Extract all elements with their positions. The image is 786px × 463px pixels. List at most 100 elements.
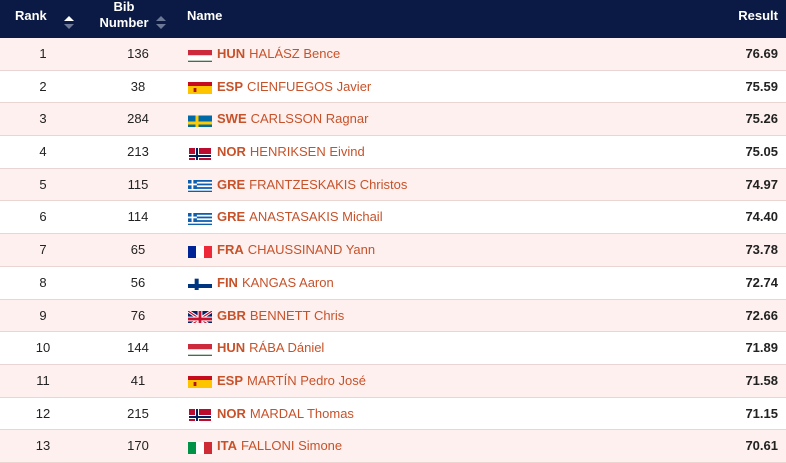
- country-code-link[interactable]: GBR: [217, 307, 246, 323]
- athlete-cell: NOR MARDAL Thomas: [188, 398, 354, 429]
- table-row: 4 213 NOR HENRIKSEN Eivind 75.05: [0, 136, 786, 169]
- rank-cell: 10: [35, 340, 51, 356]
- athlete-name-link[interactable]: FALLONI Simone: [240, 438, 343, 454]
- result-cell: 76.69: [745, 46, 778, 61]
- bib-cell: 115: [127, 176, 149, 192]
- result-cell: 71.89: [745, 340, 778, 356]
- athlete-name-link[interactable]: ANASTASAKIS Michail: [249, 209, 383, 225]
- athlete-name-link[interactable]: FRANTZESKAKIS Christos: [249, 176, 408, 192]
- table-row: 6 114 GRE ANASTASAKIS Michail 74.40: [0, 201, 786, 235]
- country-code-link[interactable]: ESP: [217, 372, 244, 388]
- athlete-name-link[interactable]: CARLSSON Ragnar: [250, 111, 369, 127]
- rank-cell: 6: [39, 209, 47, 225]
- norway-flag-icon: [188, 405, 212, 422]
- rank-cell: 13: [35, 438, 51, 454]
- result-cell: 71.15: [745, 405, 778, 421]
- table-row: 8 56 FIN KANGAS Aaron 72.74: [0, 266, 786, 300]
- athlete-cell: NOR HENRIKSEN Eivind: [188, 136, 365, 167]
- table-row: 5 115 GRE FRANTZESKAKIS Christos 74.97: [0, 168, 786, 202]
- athlete-name-link[interactable]: KANGAS Aaron: [241, 274, 334, 290]
- rank-cell: 8: [39, 274, 47, 290]
- country-code-link[interactable]: HUN: [217, 340, 246, 356]
- bib-cell: 213: [127, 144, 149, 160]
- sweden-flag-icon: [188, 111, 212, 127]
- table-row: 3 284 SWE CARLSSON Ragnar 75.26: [0, 103, 786, 137]
- norway-flag-icon: [188, 144, 212, 160]
- bib-cell: 114: [127, 209, 149, 225]
- table-row: 11 41 ESP MARTÍN Pedro José 71.58: [0, 364, 786, 398]
- bib-cell: 65: [130, 242, 146, 258]
- uk-flag-icon: [188, 307, 212, 323]
- athlete-name-link[interactable]: HALÁSZ Bence: [249, 46, 341, 61]
- country-code-link[interactable]: HUN: [217, 46, 246, 61]
- athlete-cell: ITA FALLONI Simone: [188, 430, 342, 461]
- table-row: 9 76 GBR BENNETT Chris 72.66: [0, 299, 786, 333]
- bib-sort-icon[interactable]: [156, 16, 166, 30]
- athlete-name-link[interactable]: BENNETT Chris: [249, 307, 345, 323]
- result-cell: 71.58: [745, 372, 778, 388]
- table-row: 12 215 NOR MARDAL Thomas 71.15: [0, 397, 786, 431]
- country-code-link[interactable]: SWE: [217, 111, 247, 127]
- result-cell: 73.78: [745, 242, 778, 258]
- rank-cell: 2: [39, 78, 47, 94]
- result-cell: 70.61: [745, 438, 778, 454]
- athlete-cell: GBR BENNETT Chris: [188, 300, 344, 331]
- athlete-cell: HUN HALÁSZ Bence: [188, 38, 340, 69]
- table-header: Rank Bib Number Name Result: [0, 0, 786, 38]
- country-code-link[interactable]: FRA: [217, 242, 244, 258]
- country-code-link[interactable]: GRE: [217, 176, 246, 192]
- result-cell: 74.97: [745, 176, 778, 192]
- table-row: 7 65 FRA CHAUSSINAND Yann 73.78: [0, 234, 786, 267]
- result-cell: 75.05: [745, 144, 778, 160]
- athlete-cell: FRA CHAUSSINAND Yann: [188, 234, 375, 265]
- result-cell: 72.74: [745, 274, 778, 290]
- table-row: 2 38 ESP CIENFUEGOS Javier 75.59: [0, 70, 786, 104]
- athlete-name-link[interactable]: CHAUSSINAND Yann: [247, 242, 376, 258]
- bib-cell: 215: [127, 405, 149, 421]
- athlete-cell: HUN RÁBA Dániel: [188, 332, 324, 363]
- rank-cell: 12: [35, 405, 51, 421]
- bib-cell: 284: [127, 111, 149, 127]
- bib-header-line2: Number: [99, 15, 149, 30]
- rank-cell: 5: [39, 176, 47, 192]
- greece-flag-icon: [188, 209, 212, 225]
- athlete-name-link[interactable]: CIENFUEGOS Javier: [247, 78, 372, 94]
- result-cell: 75.26: [745, 111, 778, 127]
- country-code-link[interactable]: NOR: [217, 405, 246, 421]
- bib-cell: 56: [130, 274, 146, 290]
- bib-column-header[interactable]: Bib Number: [98, 0, 150, 31]
- rank-column-header[interactable]: Rank: [15, 8, 47, 23]
- athlete-name-link[interactable]: HENRIKSEN Eivind: [249, 144, 365, 160]
- finland-flag-icon: [188, 274, 212, 291]
- athlete-cell: ESP CIENFUEGOS Javier: [188, 71, 371, 102]
- bib-cell: 41: [130, 372, 146, 388]
- rank-sort-icon[interactable]: [64, 16, 74, 30]
- result-cell: 74.40: [745, 209, 778, 225]
- result-cell: 72.66: [745, 307, 778, 323]
- bib-header-line1: Bib: [113, 0, 135, 14]
- athlete-name-link[interactable]: RÁBA Dániel: [249, 340, 325, 356]
- rank-cell: 9: [39, 307, 47, 323]
- result-column-header: Result: [738, 8, 778, 23]
- athlete-name-link[interactable]: MARDAL Thomas: [249, 405, 354, 421]
- country-code-link[interactable]: FIN: [217, 274, 238, 290]
- result-cell: 75.59: [745, 78, 778, 94]
- athlete-cell: GRE ANASTASAKIS Michail: [188, 201, 383, 232]
- bib-cell: 136: [127, 46, 149, 61]
- spain-flag-icon: [188, 78, 212, 95]
- table-row: 13 170 ITA FALLONI Simone 70.61: [0, 430, 786, 463]
- athlete-name-link[interactable]: MARTÍN Pedro José: [247, 372, 366, 388]
- bib-cell: 144: [127, 340, 149, 356]
- table-row: 1 136 HUN HALÁSZ Bence 76.69: [0, 38, 786, 71]
- athlete-cell: GRE FRANTZESKAKIS Christos: [188, 169, 407, 200]
- athlete-cell: FIN KANGAS Aaron: [188, 267, 334, 298]
- country-code-link[interactable]: NOR: [217, 144, 246, 160]
- athlete-cell: ESP MARTÍN Pedro José: [188, 365, 366, 396]
- bib-cell: 170: [127, 438, 149, 454]
- country-code-link[interactable]: GRE: [217, 209, 246, 225]
- country-code-link[interactable]: ITA: [217, 438, 237, 454]
- rank-cell: 1: [39, 46, 47, 61]
- bib-cell: 76: [130, 307, 146, 323]
- rank-cell: 3: [39, 111, 47, 127]
- country-code-link[interactable]: ESP: [217, 78, 244, 94]
